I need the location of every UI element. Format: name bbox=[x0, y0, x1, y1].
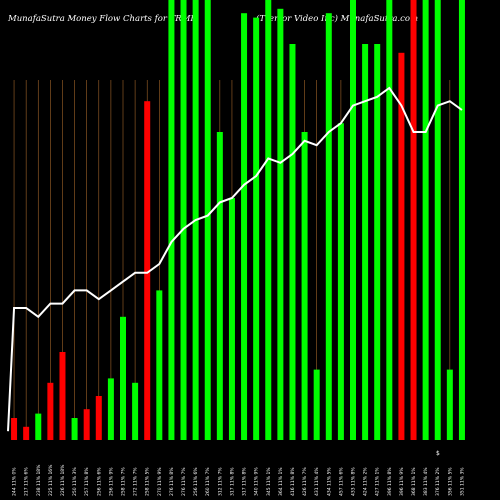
x-tick-label: 244 11% 0% bbox=[12, 467, 18, 496]
money-flow-bar bbox=[362, 44, 369, 440]
x-tick-label: 368 11% 1% bbox=[411, 467, 417, 496]
money-flow-bar bbox=[422, 0, 429, 440]
money-flow-bar bbox=[156, 290, 163, 440]
x-tick-label: 276 11% 8% bbox=[169, 467, 175, 496]
money-flow-bar bbox=[386, 0, 393, 440]
x-tick-label: 457 11% 6% bbox=[338, 467, 344, 496]
x-tick-label: 427 11% 1% bbox=[375, 467, 381, 496]
x-tick-label: 258 11% 5% bbox=[145, 467, 151, 496]
money-flow-bar bbox=[59, 352, 66, 440]
x-tick-label: 256 11% 6% bbox=[193, 467, 199, 496]
money-flow-bar bbox=[374, 44, 381, 440]
money-flow-bar bbox=[398, 52, 405, 441]
x-tick-label: 257 11% 8% bbox=[84, 467, 90, 496]
x-tick-label: 340 11% 9% bbox=[254, 467, 260, 496]
money-flow-bar bbox=[180, 0, 187, 440]
x-tick-label: 376 11% 2% bbox=[435, 467, 441, 496]
x-tick-label: 351 11% 3% bbox=[459, 467, 465, 496]
money-flow-bar bbox=[204, 0, 211, 440]
money-flow-bar bbox=[35, 413, 42, 440]
money-flow-bar bbox=[350, 0, 356, 440]
x-tick-label: 434 11% 5% bbox=[326, 467, 332, 496]
x-tick-label: 272 11% 7% bbox=[133, 467, 139, 496]
money-flow-bar bbox=[337, 123, 344, 440]
x-tick-label: 225 11% 16% bbox=[48, 464, 54, 496]
footnote-symbol: $ bbox=[436, 450, 440, 457]
x-tick-label: 226 11% 18% bbox=[60, 464, 66, 496]
money-flow-bar bbox=[253, 17, 260, 440]
x-tick-label: 424 11% 2% bbox=[363, 467, 369, 496]
x-tick-label: 396 11% 9% bbox=[399, 467, 405, 496]
money-flow-bar bbox=[313, 369, 320, 440]
x-tick-label: 364 11% 1% bbox=[278, 467, 284, 496]
price-line-path bbox=[7, 86, 463, 432]
x-tick-label: 416 11% 8% bbox=[290, 467, 296, 496]
x-tick-labels: 244 11% 0% 217 11% 6% 238 11% 18% 225 11% 1… bbox=[12, 464, 466, 496]
money-flow-bar bbox=[410, 0, 417, 440]
money-flow-bar bbox=[325, 13, 332, 440]
x-tick-label: 312 11% 7% bbox=[217, 467, 223, 496]
x-tick-label: 396 11% 8% bbox=[387, 467, 393, 496]
price-line bbox=[7, 86, 463, 432]
x-tick-label: 431 11% 4% bbox=[314, 467, 320, 496]
money-flow-bar bbox=[446, 369, 453, 440]
money-flow-bar bbox=[23, 426, 30, 440]
chart-title-right: (Tremor Video Inc) MunafaSutra.com bbox=[256, 14, 419, 24]
x-tick-label: 250 11% 3% bbox=[72, 467, 78, 496]
money-flow-bar bbox=[120, 316, 126, 440]
money-flow-bar bbox=[458, 0, 465, 440]
money-flow-bar bbox=[301, 132, 308, 440]
vertical-grid-lines bbox=[13, 80, 463, 440]
chart-title-left: MunafaSutra Money Flow Charts for TRMR bbox=[8, 14, 197, 24]
x-tick-label: 260 11% 7% bbox=[205, 467, 211, 496]
money-flow-bar bbox=[132, 382, 139, 440]
x-tick-label: 317 11% 8% bbox=[229, 467, 235, 496]
money-flow-bar bbox=[265, 0, 272, 440]
money-flow-bar bbox=[47, 382, 54, 440]
x-tick-label: 270 11% 9% bbox=[157, 467, 163, 496]
money-flow-bar bbox=[168, 0, 175, 440]
money-flow-bars bbox=[11, 0, 465, 441]
money-flow-bar bbox=[434, 0, 441, 440]
x-tick-label: 238 11% 18% bbox=[36, 464, 42, 496]
money-flow-bar bbox=[289, 44, 296, 440]
x-tick-label: 276 11% 7% bbox=[181, 467, 187, 496]
money-flow-bar bbox=[241, 13, 248, 440]
money-flow-bar bbox=[228, 198, 235, 440]
x-tick-label: 256 11% 6% bbox=[96, 467, 102, 496]
x-tick-label: 258 11% 7% bbox=[121, 467, 127, 496]
x-tick-label: 256 11% 9% bbox=[108, 467, 114, 496]
money-flow-bar bbox=[11, 418, 18, 440]
money-flow-bar bbox=[144, 101, 151, 440]
money-flow-bar bbox=[95, 396, 102, 440]
x-tick-label: 426 11% 7% bbox=[302, 467, 308, 496]
x-tick-label: 383 11% 4% bbox=[423, 467, 429, 496]
money-flow-bar bbox=[107, 378, 114, 440]
x-tick-label: 356 11% 5% bbox=[447, 467, 453, 496]
money-flow-bar bbox=[83, 409, 90, 440]
x-tick-label: 433 11% 8% bbox=[351, 467, 357, 496]
x-tick-label: 217 11% 6% bbox=[24, 467, 30, 496]
money-flow-bar bbox=[277, 8, 284, 441]
money-flow-bar bbox=[71, 418, 78, 440]
x-tick-label: 317 11% 8% bbox=[242, 467, 248, 496]
money-flow-bar bbox=[216, 132, 223, 440]
x-tick-label: 345 11% 1% bbox=[266, 467, 272, 496]
